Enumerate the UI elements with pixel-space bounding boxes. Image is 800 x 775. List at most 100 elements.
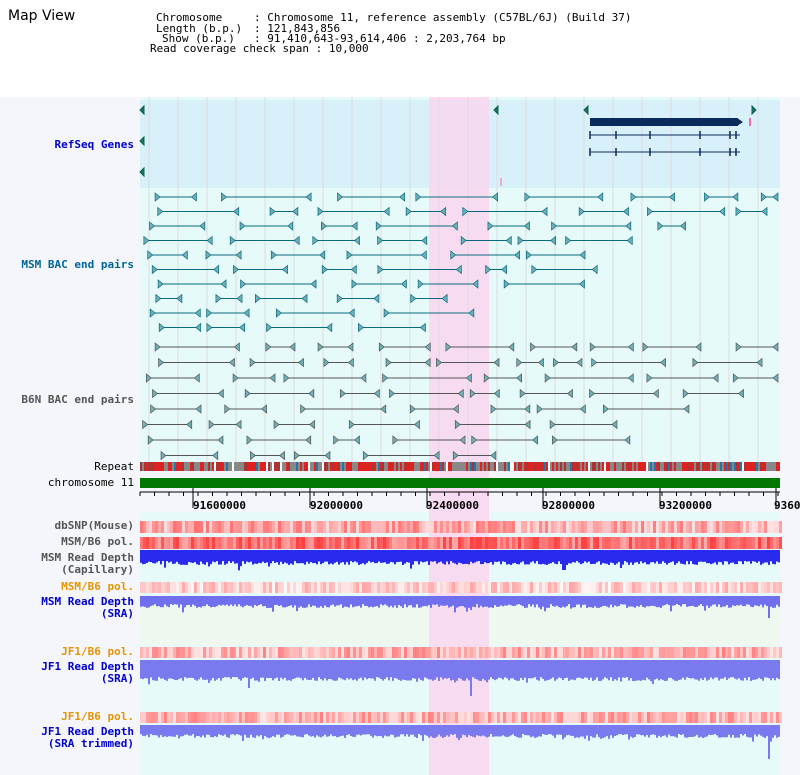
bac-end-marker	[305, 192, 312, 202]
polymorphism-cell	[392, 582, 395, 593]
read-depth-bar	[326, 660, 328, 681]
read-depth-bar	[368, 660, 370, 679]
polymorphism-cell	[542, 647, 545, 658]
repeat-element	[586, 462, 588, 471]
read-depth-bar	[696, 596, 698, 607]
bac-end-marker	[519, 388, 526, 399]
polymorphism-cell	[518, 647, 521, 658]
track-label-jf1-depth-trimmed[interactable]: JF1 Read Depth (SRA trimmed)	[41, 725, 134, 750]
polymorphism-cell	[191, 647, 194, 658]
repeat-element	[604, 462, 606, 471]
read-depth-bar	[744, 596, 746, 607]
read-depth-bar	[290, 596, 292, 606]
read-depth-bar	[330, 660, 332, 680]
read-depth-bar	[440, 550, 442, 562]
repeat-element	[190, 462, 192, 471]
repeat-element	[440, 462, 442, 471]
polymorphism-cell	[512, 582, 515, 593]
repeat-element	[542, 462, 544, 471]
track-label-jf1-b6-pol-2[interactable]: JF1/B6 pol.	[61, 710, 134, 723]
repeat-element	[264, 462, 266, 471]
polymorphism-cell	[356, 582, 359, 593]
read-depth-bar	[408, 660, 410, 681]
polymorphism-cell	[665, 647, 668, 658]
read-depth-bar	[722, 660, 724, 679]
bac-end-marker	[317, 206, 324, 217]
track-label-msm-depth-capillary[interactable]: MSM Read Depth (Capillary)	[41, 551, 134, 576]
polymorphism-cell	[677, 582, 680, 593]
read-depth-bar	[406, 596, 408, 608]
bac-end-marker	[646, 373, 653, 383]
polymorphism-cell	[203, 537, 206, 549]
track-label-msm-depth-sra[interactable]: MSM Read Depth (SRA)	[41, 595, 134, 620]
polymorphism-cell	[236, 712, 239, 723]
track-label-chromosome[interactable]: chromosome 11	[47, 476, 134, 489]
read-depth-bar	[188, 596, 190, 605]
polymorphism-cell	[359, 712, 362, 723]
polymorphism-cell	[521, 712, 524, 723]
repeat-element	[316, 462, 318, 471]
read-depth-bar	[398, 660, 400, 680]
repeat-element	[484, 462, 486, 471]
read-depth-bar	[662, 596, 664, 606]
polymorphism-cell	[455, 521, 458, 533]
read-depth-bar	[402, 660, 404, 680]
read-depth-bar	[448, 550, 450, 565]
read-depth-bar	[640, 660, 642, 681]
polymorphism-cell	[461, 647, 464, 658]
polymorphism-cell	[251, 647, 254, 658]
track-label-jf1-b6-pol-1[interactable]: JF1/B6 pol.	[61, 645, 134, 658]
polymorphism-cell	[410, 582, 413, 593]
read-depth-bar	[682, 725, 684, 735]
polymorphism-cell	[686, 521, 689, 533]
read-depth-bar	[706, 660, 708, 681]
read-depth-bar	[270, 550, 272, 564]
read-depth-bar	[388, 596, 390, 608]
read-depth-bar	[404, 660, 406, 681]
polymorphism-cell	[266, 647, 269, 658]
polymorphism-cell	[320, 647, 323, 658]
polymorphism-cell	[356, 537, 359, 549]
read-depth-bar	[494, 660, 496, 681]
polymorphism-cell	[377, 582, 380, 593]
read-depth-bar	[438, 660, 440, 681]
track-label-b6n-bac[interactable]: B6N BAC end pairs	[21, 393, 134, 406]
read-depth-bar	[468, 596, 470, 608]
polymorphism-cell	[668, 647, 671, 658]
polymorphism-cell	[230, 537, 233, 549]
polymorphism-cell	[716, 712, 719, 723]
polymorphism-cell	[599, 582, 602, 593]
bac-end-marker	[642, 342, 649, 352]
track-label-msm-bac[interactable]: MSM BAC end pairs	[21, 258, 134, 271]
track-label-jf1-depth-sra[interactable]: JF1 Read Depth (SRA)	[41, 660, 134, 685]
repeat-element	[306, 462, 308, 471]
repeat-element	[524, 462, 526, 471]
read-depth-bar	[320, 596, 322, 607]
read-depth-bar	[646, 725, 648, 736]
track-label-repeat[interactable]: Repeat	[94, 460, 134, 473]
read-depth-bar	[472, 725, 474, 737]
polymorphism-cell	[671, 647, 674, 658]
polymorphism-cell	[503, 582, 506, 593]
polymorphism-cell	[521, 647, 524, 658]
track-label-dbsnp[interactable]: dbSNP(Mouse)	[54, 519, 134, 532]
read-depth-bar	[322, 660, 324, 681]
polymorphism-cell	[170, 647, 173, 658]
read-depth-bar	[692, 550, 694, 565]
track-label-refseq[interactable]: RefSeq Genes	[54, 138, 134, 151]
repeat-element	[258, 462, 260, 471]
read-depth-bar	[294, 550, 296, 562]
track-label-msm-b6-pol-1[interactable]: MSM/B6 pol.	[61, 535, 134, 548]
read-depth-bar	[538, 660, 540, 681]
read-depth-bar	[284, 550, 286, 563]
track-label-msm-b6-pol-2[interactable]: MSM/B6 pol.	[61, 580, 134, 593]
read-depth-bar	[668, 725, 670, 735]
read-depth-bar	[614, 596, 616, 606]
polymorphism-cell	[473, 647, 476, 658]
read-depth-bar	[262, 550, 264, 562]
read-depth-bar	[768, 725, 770, 759]
repeat-element	[458, 462, 460, 471]
read-depth-bar	[252, 596, 254, 608]
read-depth-bar	[734, 596, 736, 607]
polymorphism-cell	[506, 521, 509, 533]
